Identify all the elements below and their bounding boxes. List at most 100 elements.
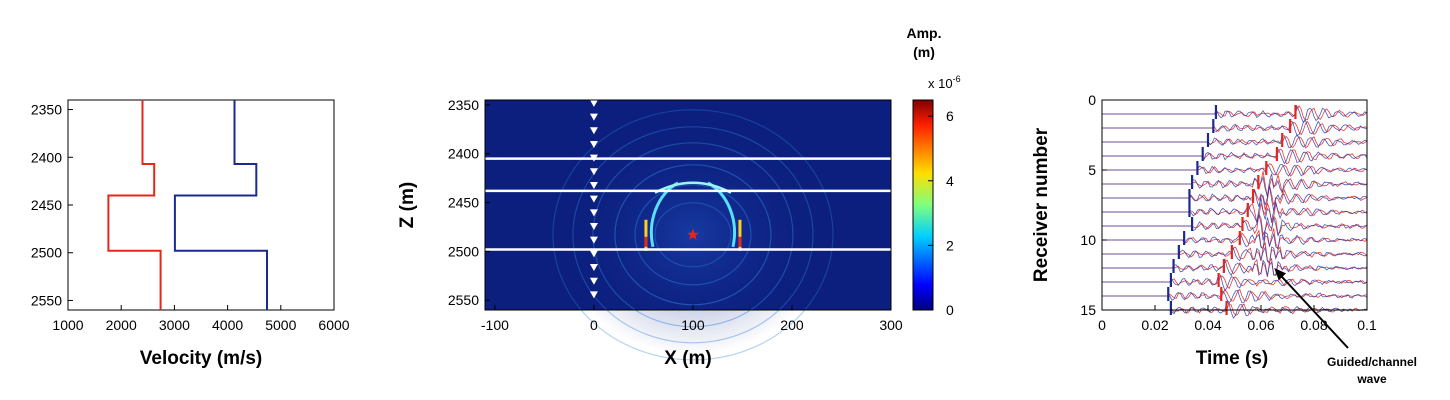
receiver-triangle-icon <box>589 140 598 148</box>
seismic-trace <box>1102 173 1368 197</box>
traces-x-tick-label: 0.1 <box>1357 317 1377 333</box>
velocity-x-tick-label: 4000 <box>212 317 243 333</box>
receiver-triangle-icon <box>589 154 598 162</box>
amplitude-x-tick-label: 200 <box>780 317 804 333</box>
amplitude-y-tick-label: 2500 <box>448 243 479 259</box>
velocity-series <box>107 100 268 310</box>
velocity-x-tick-label: 1000 <box>52 317 83 333</box>
colorbar-scale: x 10-6 <box>928 74 961 91</box>
velocity-series-line <box>173 100 268 310</box>
seismic-trace <box>1102 148 1368 165</box>
amplitude-y-tick-label: 2400 <box>448 146 479 162</box>
seismic-traces <box>1102 104 1368 319</box>
colorbar-tick-label: 6 <box>946 108 954 124</box>
velocity-y-tick-label: 2500 <box>31 245 62 261</box>
seismic-trace <box>1102 134 1368 149</box>
velocity-y-tick-label: 2550 <box>31 292 62 308</box>
colorbar-tick-label: 0 <box>946 302 954 318</box>
traces-y-ticks: 0 5 10 15 <box>1080 92 1107 318</box>
traces-x-tick-label: 0 <box>1098 317 1106 333</box>
colorbar-scale-base: x 10 <box>928 76 953 91</box>
receiver-triangle-icon <box>589 113 598 121</box>
colorbar-title-line2: (m) <box>913 44 935 60</box>
colorbar-scale-exponent: -6 <box>953 74 961 84</box>
traces-plot-area <box>1102 100 1367 310</box>
velocity-x-ticks: 1000 2000 3000 4000 5000 6000 <box>52 305 350 333</box>
seismic-trace <box>1102 185 1368 211</box>
traces-y-tick-label: 0 <box>1088 92 1096 108</box>
wavefront-arc <box>654 181 732 194</box>
amplitude-y-tick-label: 2350 <box>448 97 479 113</box>
velocity-y-tick-label: 2450 <box>31 197 62 213</box>
traces-x-tick-label: 0.06 <box>1247 317 1274 333</box>
arrival-picks <box>1167 105 1297 315</box>
amplitude-panel: -100 0 100 200 300 2350 2400 2450 2500 2550 X (m… <box>397 25 961 369</box>
wavefront-ring <box>634 184 752 286</box>
velocity-y-ticks: 2350 2400 2450 2500 2550 <box>31 102 73 308</box>
amplitude-x-tick-label: 300 <box>879 317 903 333</box>
traces-x-tick-label: 0.04 <box>1194 317 1221 333</box>
layer-boundaries <box>485 157 891 251</box>
receiver-triangle-icon <box>589 223 598 230</box>
amplitude-y-ticks: 2350 2400 2450 2500 2550 <box>448 97 490 308</box>
wavefront-ring <box>654 202 732 268</box>
velocity-x-label: Velocity (m/s) <box>140 348 263 369</box>
traces-y-tick-label: 15 <box>1080 302 1096 318</box>
amplitude-x-tick-label: 100 <box>681 317 705 333</box>
seismic-trace <box>1102 214 1368 241</box>
amplitude-y-tick-label: 2550 <box>448 292 479 308</box>
traces-x-tick-label: 0.02 <box>1141 317 1168 333</box>
receiver-triangle-icon <box>589 277 598 285</box>
colorbar-tick-label: 4 <box>946 173 954 189</box>
velocity-y-tick-label: 2350 <box>31 102 62 118</box>
velocity-x-tick-label: 3000 <box>159 317 190 333</box>
colorbar-tick-label: 2 <box>946 237 954 253</box>
seismic-trace <box>1102 120 1368 136</box>
receiver-triangle-icon <box>589 195 598 203</box>
wavefront-ring <box>614 164 772 306</box>
velocity-panel: 1000 2000 3000 4000 5000 6000 2350 2400 2450 250… <box>31 99 350 369</box>
receiver-triangle-icon <box>589 209 598 217</box>
seismic-trace <box>1102 246 1368 265</box>
colorbar-title-line1: Amp. <box>907 25 942 41</box>
amplitude-x-label: X (m) <box>664 348 712 369</box>
amplitude-y-tick-label: 2450 <box>448 195 479 211</box>
seismic-trace <box>1102 104 1368 124</box>
seismic-trace <box>1102 290 1368 304</box>
traces-x-ticks: 0 0.02 0.04 0.06 0.08 0.1 <box>1098 305 1377 333</box>
seismic-trace <box>1102 231 1368 250</box>
colorbar <box>912 99 934 311</box>
source-star-icon <box>687 228 699 240</box>
receiver-triangle-icon <box>589 181 598 189</box>
velocity-x-tick-label: 6000 <box>318 317 349 333</box>
guided-wave-annotation: Guided/channel wave <box>1274 268 1417 386</box>
traces-plot-frame <box>1101 99 1368 311</box>
receiver-triangle-icon <box>589 99 598 107</box>
receiver-triangle-icon <box>589 127 598 135</box>
traces-y-label: Receiver number <box>1031 127 1052 282</box>
velocity-y-tick-label: 2400 <box>31 149 62 165</box>
receiver-triangle-icon <box>589 236 598 244</box>
wavefront-ring <box>572 126 814 344</box>
traces-x-tick-label: 0.08 <box>1300 317 1327 333</box>
amplitude-y-label: Z (m) <box>397 182 418 228</box>
wavefront-ring <box>552 109 834 361</box>
traces-y-tick-label: 10 <box>1080 232 1096 248</box>
amplitude-x-ticks: -100 0 100 200 300 <box>481 305 903 333</box>
seismic-trace <box>1102 197 1368 224</box>
annotation-line2: wave <box>1356 372 1387 386</box>
annotation-arrowhead-icon <box>1274 268 1287 281</box>
receiver-triangle-icon <box>589 264 598 272</box>
velocity-x-tick-label: 2000 <box>106 317 137 333</box>
seismic-trace <box>1102 257 1368 277</box>
receiver-triangle-icon <box>589 168 598 176</box>
traces-x-label: Time (s) <box>1196 348 1269 369</box>
annotation-line1: Guided/channel <box>1327 355 1417 369</box>
receiver-triangle-icon <box>589 291 598 299</box>
velocity-series-line <box>107 100 162 310</box>
amplitude-plot-frame <box>484 99 892 311</box>
traces-y-tick-label: 5 <box>1088 162 1096 178</box>
colorbar-ticks: 0 2 4 6 <box>928 108 954 318</box>
annotation-arrow-line <box>1279 274 1349 349</box>
